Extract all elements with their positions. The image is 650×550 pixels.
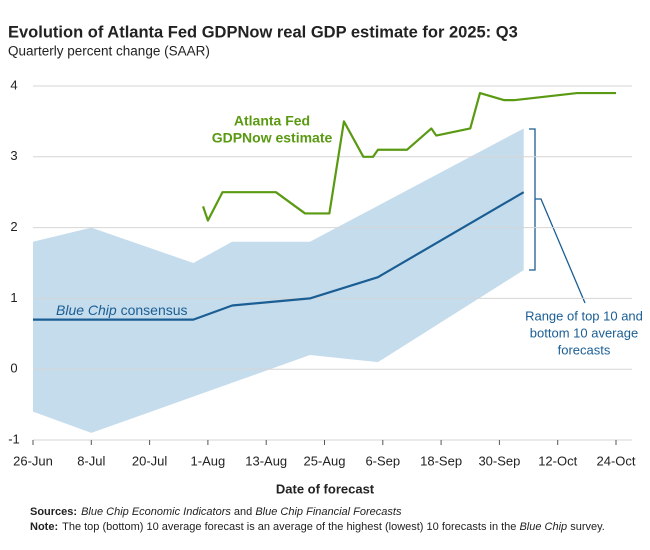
note-part: Blue Chip Financial Forecasts	[255, 506, 402, 518]
note-part: and	[231, 506, 255, 518]
y-tick-label: 0	[10, 361, 17, 376]
range-band	[33, 128, 524, 433]
x-tick-label: 18-Sep	[420, 453, 462, 468]
series-label-part: Blue Chip	[56, 302, 117, 318]
x-tick-label: 25-Aug	[304, 453, 346, 468]
y-tick-label: 4	[10, 77, 17, 92]
y-tick-label: -1	[8, 431, 20, 446]
band-label: Range of top 10 and	[525, 308, 643, 323]
note-label: Note:	[30, 521, 58, 533]
x-tick-label: 1-Aug	[191, 453, 226, 468]
series-label: Atlanta Fed	[234, 113, 310, 129]
y-tick-label: 3	[10, 148, 17, 163]
note-part: Blue Chip Economic Indicators	[81, 506, 231, 518]
x-tick-label: 12-Oct	[538, 453, 577, 468]
band-label: forecasts	[558, 342, 611, 357]
series-label: Blue Chip consensus	[56, 302, 188, 318]
x-tick-label: 20-Jul	[132, 453, 168, 468]
y-tick-label: 2	[10, 219, 17, 234]
chart-subtitle: Quarterly percent change (SAAR)	[8, 44, 210, 59]
x-tick-label: 8-Jul	[77, 453, 105, 468]
series-line	[202, 91, 616, 222]
note: Sources: Blue Chip Economic Indicators an…	[30, 506, 402, 518]
range-bracket	[529, 128, 586, 304]
note-label: Sources:	[30, 506, 77, 518]
note-part: The top (bottom) 10 average forecast is …	[62, 521, 519, 533]
note-part: survey.	[567, 521, 605, 533]
note: Note: The top (bottom) 10 average forecas…	[30, 521, 605, 533]
x-tick-label: 13-Aug	[245, 453, 287, 468]
x-tick-label: 26-Jun	[13, 453, 53, 468]
y-tick-label: 1	[10, 290, 17, 305]
note-part: Blue Chip	[519, 521, 567, 533]
x-tick-label: 24-Oct	[596, 453, 635, 468]
series-label-part: consensus	[117, 302, 188, 318]
x-axis-label: Date of forecast	[276, 481, 375, 496]
band-label: bottom 10 average	[530, 325, 638, 340]
series-label: GDPNow estimate	[212, 130, 333, 146]
series-line	[33, 191, 525, 321]
x-tick-label: 30-Sep	[478, 453, 520, 468]
chart-title: Evolution of Atlanta Fed GDPNow real GDP…	[8, 23, 518, 41]
x-tick-label: 6-Sep	[365, 453, 400, 468]
